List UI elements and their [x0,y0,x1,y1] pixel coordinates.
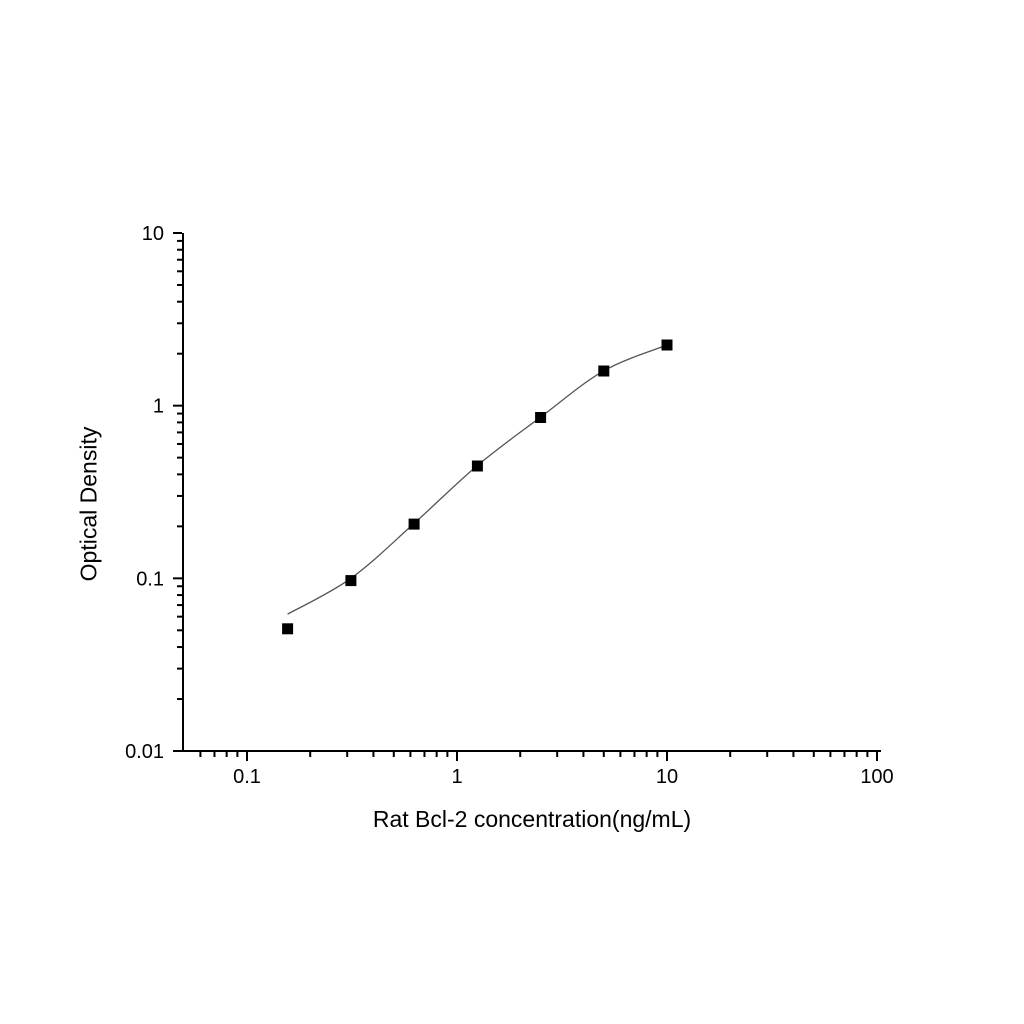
data-point-marker [471,460,483,472]
x-tick-label: 0.1 [233,766,261,788]
data-point-marker [345,575,357,587]
y-tick-label: 1 [153,396,164,418]
data-point-marker [282,623,294,635]
data-point-marker [661,339,673,351]
y-axis-title: Optical Density [75,426,102,582]
y-tick-label: 10 [142,223,164,245]
data-point-marker [598,365,610,377]
x-axis-title: Rat Bcl-2 concentration(ng/mL) [372,806,692,832]
x-tick-label: 100 [860,766,893,788]
x-tick-label: 1 [451,766,462,788]
data-point-marker [535,412,547,423]
y-tick-label: 0.01 [125,741,164,763]
y-tick-label: 0.1 [136,568,164,590]
fit-curve-line [287,344,668,615]
x-tick-label: 10 [656,766,678,788]
data-point-marker [408,518,420,530]
